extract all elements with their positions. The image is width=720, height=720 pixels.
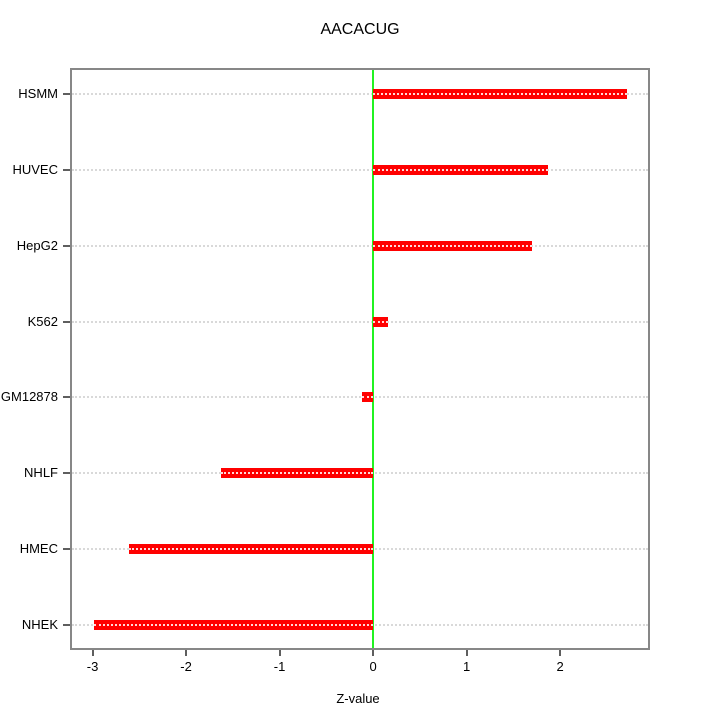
- bar-grid-overlay: [129, 548, 374, 551]
- x-tick: [465, 650, 468, 656]
- bar-NHLF: [220, 468, 374, 479]
- grid-line: [72, 320, 648, 323]
- bar-HMEC: [129, 544, 374, 555]
- x-tick-label: -1: [273, 659, 286, 674]
- bar-GM12878: [361, 392, 374, 403]
- bar-grid-overlay: [361, 396, 374, 399]
- bar-grid-overlay: [373, 244, 533, 247]
- y-tick-label-HMEC: HMEC: [19, 541, 58, 557]
- x-tick: [372, 650, 375, 656]
- x-tick-label: 2: [556, 659, 564, 674]
- grid-line: [72, 93, 648, 95]
- y-tick: [63, 244, 70, 247]
- y-tick: [63, 320, 70, 323]
- bar-grid-overlay: [93, 624, 374, 626]
- grid-line: [72, 396, 648, 399]
- y-tick-label-GM12878: GM12878: [0, 389, 58, 405]
- x-axis-label: Z-value: [336, 691, 380, 706]
- x-tick-label: 0: [369, 659, 377, 674]
- bar-grid-overlay: [373, 93, 628, 95]
- grid-line: [72, 168, 648, 171]
- x-tick: [185, 650, 188, 656]
- y-tick: [63, 168, 70, 171]
- y-tick-label-HepG2: HepG2: [16, 237, 58, 253]
- y-tick: [63, 396, 70, 399]
- y-tick-label-HSMM: HSMM: [18, 86, 58, 101]
- y-tick: [63, 548, 70, 551]
- bar-grid-overlay: [373, 168, 548, 171]
- x-tick-label: -3: [86, 659, 99, 674]
- y-tick-label-K562: K562: [27, 313, 58, 329]
- bar-K562: [373, 316, 389, 327]
- bar-grid-overlay: [373, 320, 389, 323]
- y-tick-label-NHLF: NHLF: [24, 465, 58, 481]
- bar-NHEK: [93, 620, 374, 630]
- y-tick-label-HUVEC: HUVEC: [12, 161, 58, 177]
- bar-HepG2: [373, 240, 533, 251]
- chart-title: AACACUG: [320, 21, 400, 38]
- y-tick-label-NHEK: NHEK: [21, 617, 58, 632]
- x-tick: [278, 650, 281, 656]
- x-tick-label: 1: [462, 659, 471, 674]
- y-tick: [63, 624, 70, 626]
- y-tick: [63, 472, 70, 475]
- bar-grid-overlay: [220, 472, 374, 475]
- bar-HUVEC: [373, 164, 548, 175]
- bar-HSMM: [373, 89, 628, 99]
- zero-line: [372, 70, 375, 648]
- x-tick-label: -2: [180, 659, 192, 674]
- x-tick: [91, 650, 94, 656]
- x-tick: [559, 650, 562, 656]
- y-tick: [63, 93, 70, 95]
- grid-line: [72, 244, 648, 247]
- plot-area: [70, 68, 650, 650]
